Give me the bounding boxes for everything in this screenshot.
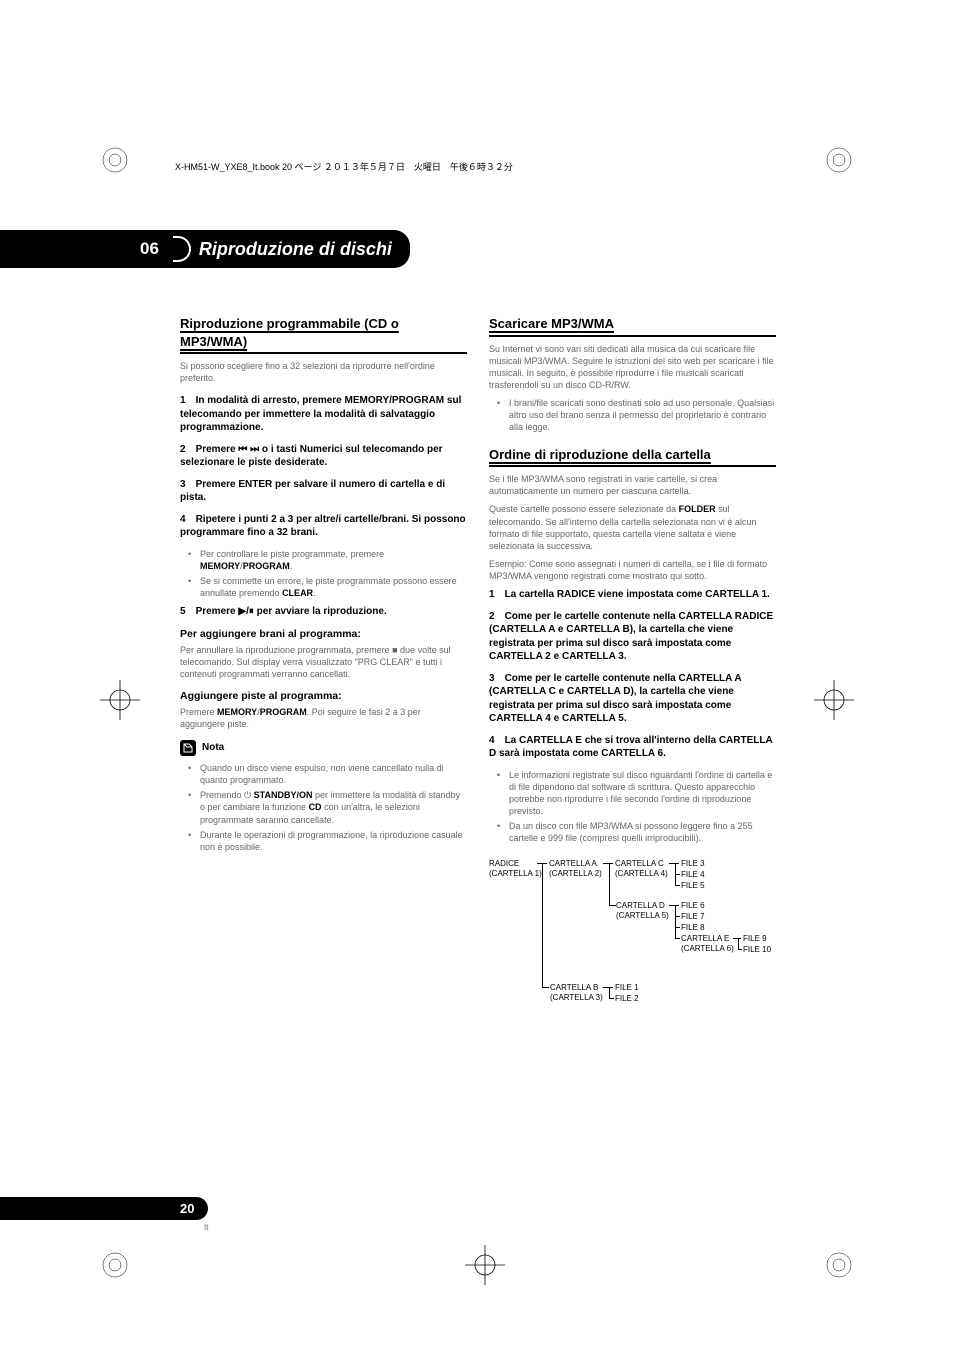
bullet-item: Per controllare le piste programmate, pr… <box>200 548 467 572</box>
diagram-file: FILE 1 <box>615 983 639 994</box>
step-3: 3Come per le cartelle contenute nella CA… <box>489 672 776 726</box>
section-heading: Ordine di riproduzione della cartella <box>489 446 776 468</box>
step-4: 4Ripetere i punti 2 a 3 per altre/i cart… <box>180 513 467 540</box>
diagram-file: FILE 4 <box>681 870 705 881</box>
page-number-badge: 20 <box>0 1197 208 1220</box>
note-heading: Nota <box>180 740 467 756</box>
bullet-item: Premendo ⏻ STANDBY/ON per immettere la m… <box>200 789 467 825</box>
chapter-header: 06 Riproduzione di dischi <box>0 230 410 268</box>
diagram-file: FILE 5 <box>681 881 705 892</box>
folder-tree-diagram: RADICE(CARTELLA 1) CARTELLA A(CARTELLA 2… <box>489 859 776 1039</box>
page-language: It <box>204 1223 208 1232</box>
diagram-file: FILE 6 <box>681 901 705 912</box>
bullet-item: I brani/file scaricati sono destinati so… <box>509 397 776 433</box>
diagram-file: FILE 7 <box>681 912 705 923</box>
diagram-folder-a: CARTELLA A(CARTELLA 2) <box>549 859 602 881</box>
diagram-file: FILE 8 <box>681 923 705 934</box>
step-1: 1In modalità di arresto, premere MEMORY/… <box>180 394 467 435</box>
diagram-file: FILE 10 <box>743 945 771 956</box>
play-pause-icon: ▶/⏸ <box>238 606 253 617</box>
prev-track-icon: ⏮ ⏭ <box>238 444 259 455</box>
right-column: Scaricare MP3/WMA Su Internet vi sono va… <box>489 315 776 1039</box>
step-5: 5Premere ▶/⏸ per avviare la riproduzione… <box>180 605 467 619</box>
step-3-text: Premere ENTER per salvare il numero di c… <box>180 479 445 504</box>
intro-text: Si possono scegliere fino a 32 selezioni… <box>180 360 467 384</box>
print-header-text: X-HM51-W_YXE8_It.book 20 ページ ２０１３年５月７日 火… <box>175 160 513 173</box>
step-2: 2Come per le cartelle contenute nella CA… <box>489 610 776 664</box>
diagram-folder-b: CARTELLA B(CARTELLA 3) <box>550 983 603 1005</box>
step-2-text-a: Premere <box>196 444 239 455</box>
registration-mark-icon <box>819 1245 859 1290</box>
bullet-item: Le informazioni registrate sul disco rig… <box>509 769 776 818</box>
body-text: Su Internet vi sono vari siti dedicati a… <box>489 343 776 392</box>
step-text: La cartella RADICE viene impostata come … <box>505 589 770 600</box>
crosshair-icon <box>814 680 854 725</box>
body-text: Premere MEMORY/PROGRAM. Poi seguire le f… <box>180 706 467 730</box>
left-column: Riproduzione programmabile (CD o MP3/WMA… <box>180 315 467 1039</box>
step-4-text: Ripetere i punti 2 a 3 per altre/i carte… <box>180 514 466 539</box>
step-3: 3Premere ENTER per salvare il numero di … <box>180 478 467 505</box>
crosshair-icon <box>100 680 140 725</box>
diagram-folder-d: CARTELLA D(CARTELLA 5) <box>616 901 669 923</box>
step-text: Come per le cartelle contenute nella CAR… <box>489 611 773 663</box>
diagram-file: FILE 3 <box>681 859 705 870</box>
step-text: Come per le cartelle contenute nella CAR… <box>489 673 741 725</box>
crosshair-icon <box>465 1245 505 1290</box>
diagram-file: FILE 9 <box>743 934 767 945</box>
diagram-root: RADICE(CARTELLA 1) <box>489 859 542 881</box>
note-icon <box>180 740 196 756</box>
bullet-item: Se si commette un errore, le piste progr… <box>200 575 467 599</box>
diagram-file: FILE 2 <box>615 994 639 1005</box>
body-text: Queste cartelle possono essere seleziona… <box>489 503 776 552</box>
chapter-number: 06 <box>140 239 159 259</box>
step-text: La CARTELLA E che si trova all'interno d… <box>489 735 772 760</box>
sub-heading: Aggiungere piste al programma: <box>180 689 467 703</box>
registration-mark-icon <box>95 140 135 185</box>
chapter-title: Riproduzione di dischi <box>199 239 392 260</box>
step-5-text-a: Premere <box>196 606 239 617</box>
bullet-item: Durante le operazioni di programmazione,… <box>200 829 467 853</box>
step-4: 4La CARTELLA E che si trova all'interno … <box>489 734 776 761</box>
note-label: Nota <box>202 741 224 755</box>
step-5-text-b: per avviare la riproduzione. <box>254 606 387 617</box>
step-1-text: In modalità di arresto, premere MEMORY/P… <box>180 395 461 433</box>
step-2: 2Premere ⏮ ⏭ o i tasti Numerici sul tele… <box>180 443 467 470</box>
diagram-folder-c: CARTELLA C(CARTELLA 4) <box>615 859 668 881</box>
registration-mark-icon <box>95 1245 135 1290</box>
body-text: Esempio: Come sono assegnati i numeri di… <box>489 558 776 582</box>
step-1: 1La cartella RADICE viene impostata come… <box>489 588 776 602</box>
bullet-item: Quando un disco viene espulso, non viene… <box>200 762 467 786</box>
section-heading: Riproduzione programmabile (CD o MP3/WMA… <box>180 315 467 354</box>
body-text: Se i file MP3/WMA sono registrati in var… <box>489 473 776 497</box>
chapter-divider-icon <box>173 236 191 262</box>
body-text: Per annullare la riproduzione programmat… <box>180 644 467 680</box>
registration-mark-icon <box>819 140 859 185</box>
sub-heading: Per aggiungere brani al programma: <box>180 627 467 641</box>
diagram-folder-e: CARTELLA E(CARTELLA 6) <box>681 934 734 956</box>
section-heading: Scaricare MP3/WMA <box>489 315 776 337</box>
bullet-item: Da un disco con file MP3/WMA si possono … <box>509 820 776 844</box>
